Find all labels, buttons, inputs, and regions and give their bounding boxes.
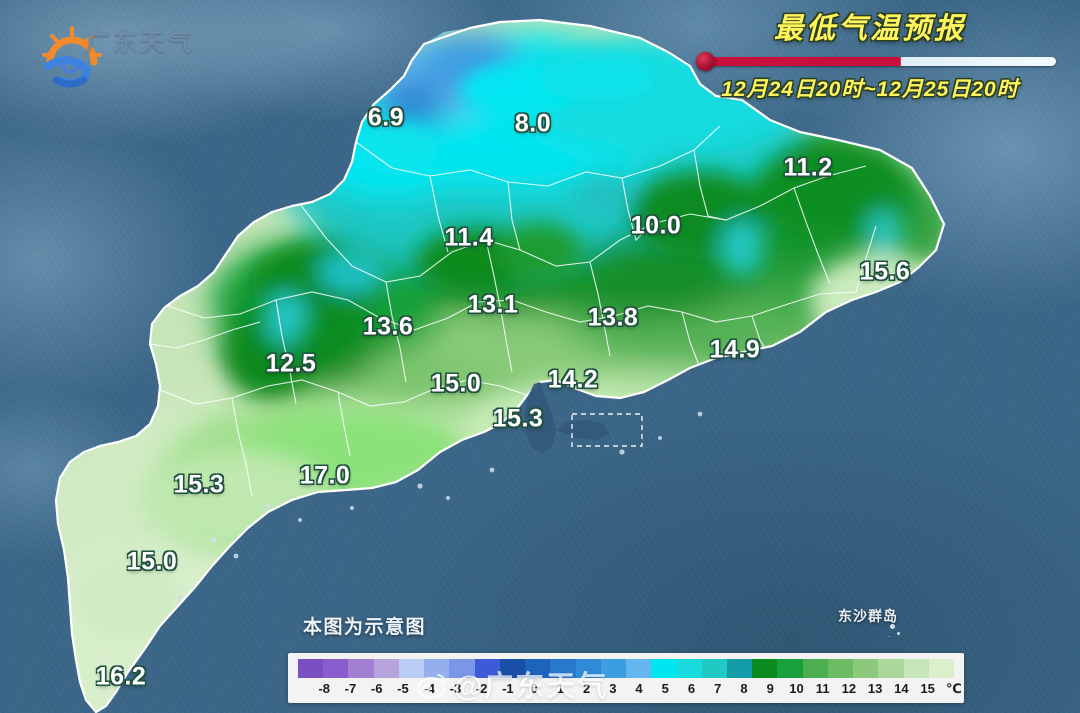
temperature-label: 13.6 [362,312,414,341]
legend-tick: 7 [714,681,722,696]
temperature-legend: -8 -7 -6 -5 -4 -3 -2 -1 0 1 2 3 4 5 6 7 8 9 10 11 12 13 14 15 ℃ [288,653,964,703]
dongsha-islet-marker [890,624,895,629]
temperature-label: 15.3 [173,470,225,499]
brand-logo [30,22,220,88]
legend-tick: -2 [475,681,488,696]
legend-tick-labels: -8 -7 -6 -5 -4 -3 -2 -1 0 1 2 3 4 5 6 7 8 9 10 11 12 13 14 15 ℃ [298,679,961,699]
temperature-label: 14.9 [709,335,761,364]
temperature-label: 11.2 [783,153,833,182]
title-block: 最低气温预报 12月24日20时~12月25日20时 [682,13,1058,103]
page-title: 最低气温预报 [773,13,966,45]
coastal-islands [177,411,703,601]
legend-swatch [928,659,955,678]
legend-tick: -4 [423,681,435,696]
temperature-label: 17.0 [299,461,351,490]
legend-swatch [298,659,324,678]
temperature-label: 6.9 [367,103,405,132]
legend-tick: 13 [867,681,883,696]
legend-tick: 3 [609,681,617,696]
temperature-label: 8.0 [514,109,552,138]
temperature-label: 12.5 [265,349,317,378]
thermometer-icon [682,51,1058,71]
legend-tick: 5 [661,681,669,696]
temperature-label: 15.6 [859,257,911,286]
legend-swatch [373,659,399,678]
legend-swatch [777,659,803,678]
legend-tick: 9 [766,681,774,696]
legend-swatch [701,659,727,678]
legend-tick: 1 [556,681,564,696]
temperature-label: 16.2 [95,662,147,691]
legend-swatch [424,659,450,678]
forecast-period: 12月24日20时~12月25日20时 [721,77,1019,101]
legend-tick: 10 [789,681,804,696]
legend-swatch [499,659,526,678]
legend-swatch [802,659,828,678]
legend-swatch [878,659,904,678]
legend-swatch [550,659,576,678]
legend-tick: -8 [318,681,331,696]
temperature-label: 15.0 [126,547,178,576]
legend-tick: -7 [344,681,357,696]
temperature-label: 10.0 [630,211,682,240]
legend-tick: 0 [530,681,538,696]
pearl-river-estuary [524,382,610,454]
legend-tick: -1 [502,681,514,696]
legend-swatch [726,659,753,678]
legend-tick: 6 [687,681,696,696]
schematic-note: 本图为示意图 [303,617,427,638]
temperature-label: 14.2 [547,365,599,394]
temperature-label: 11.4 [444,223,494,252]
legend-swatch [474,659,500,678]
legend-swatch [600,659,627,678]
prefecture-borders [149,125,877,497]
legend-swatch [752,659,778,678]
legend-swatch [348,659,374,678]
legend-swatch [398,659,425,678]
legend-tick: 14 [894,681,909,696]
temperature-label: 15.0 [430,369,482,398]
legend-tick: -5 [397,681,409,696]
legend-swatch [853,659,879,678]
temperature-label: 15.3 [492,404,544,433]
legend-swatch [575,659,601,678]
brand-name: 广东天气 [86,29,194,56]
legend-tick: -3 [449,681,462,696]
legend-tick: 4 [635,681,643,696]
legend-tick: -6 [370,681,383,696]
island-label: 东沙群岛 [838,608,898,624]
legend-swatch [449,659,475,678]
legend-swatch [651,659,677,678]
legend-swatch [827,659,854,678]
legend-swatch [626,659,652,678]
legend-tick: 2 [582,681,591,696]
legend-tick: 15 [920,681,935,696]
special-region-box [571,413,643,447]
legend-unit: ℃ [945,681,962,696]
legend-tick: 8 [740,681,748,696]
legend-color-swatches [298,659,955,678]
temperature-label: 13.8 [587,303,639,332]
legend-tick: 12 [841,681,857,696]
legend-swatch [676,659,702,678]
province-border [54,18,946,713]
temperature-label: 13.1 [467,290,519,319]
legend-swatch [525,659,551,678]
legend-swatch [903,659,929,678]
legend-swatch [323,659,349,678]
swirl-icon [44,56,91,88]
legend-tick: 11 [815,681,830,696]
